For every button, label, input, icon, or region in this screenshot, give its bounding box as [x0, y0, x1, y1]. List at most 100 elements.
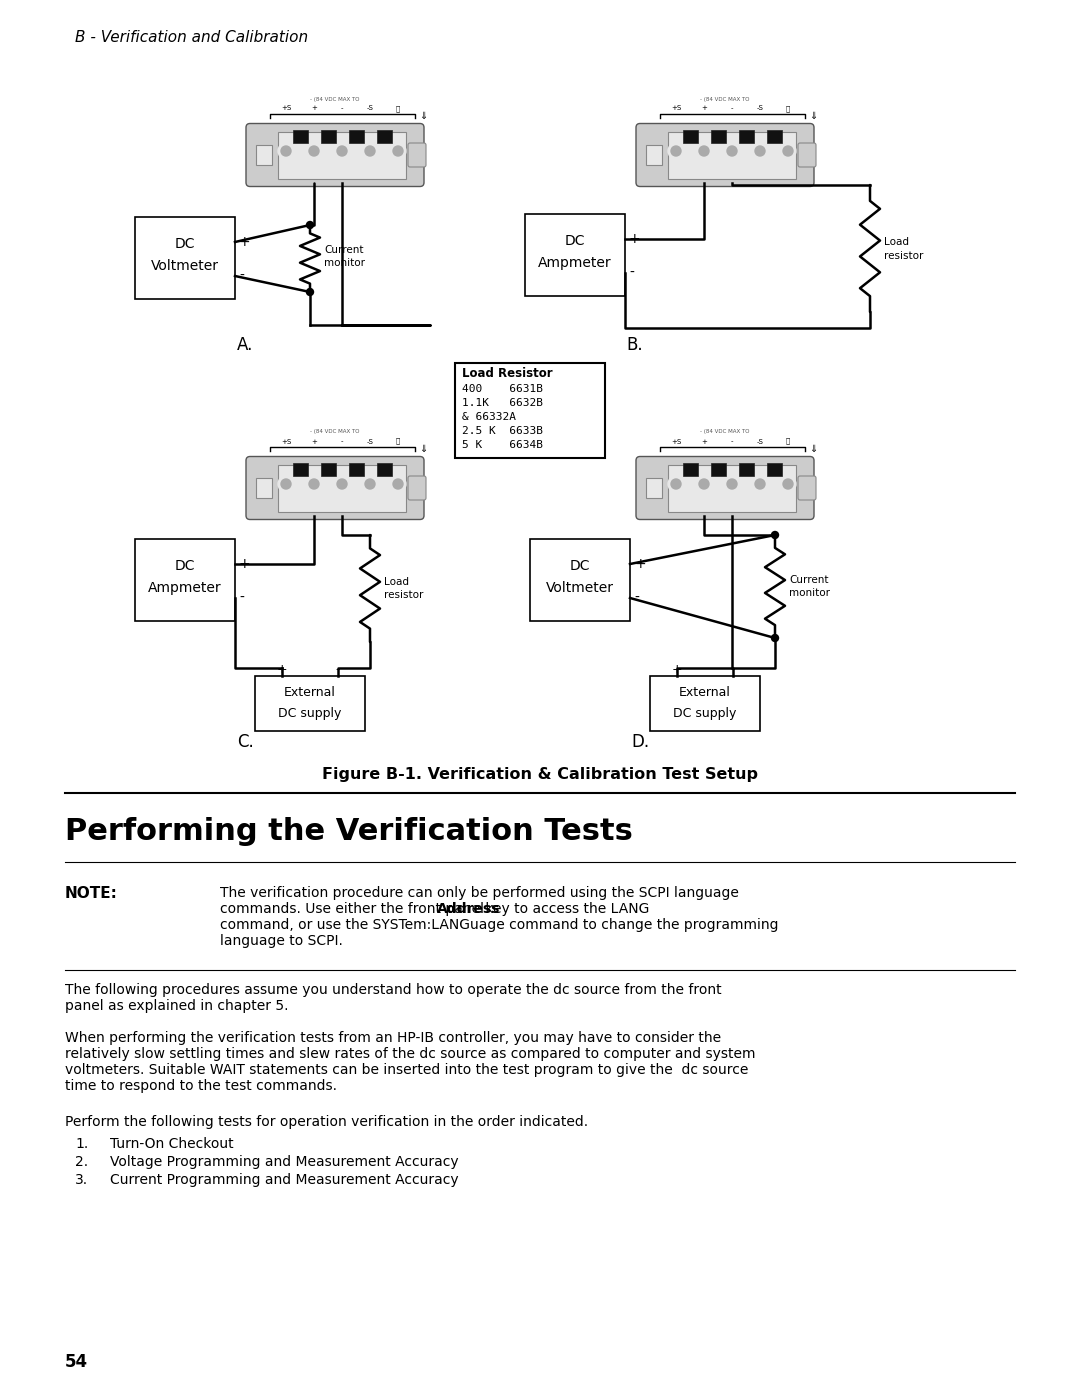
Circle shape: [783, 147, 793, 156]
Bar: [255, 676, 365, 731]
Circle shape: [727, 147, 737, 156]
Text: +S: +S: [281, 106, 292, 112]
Text: time to respond to the test commands.: time to respond to the test commands.: [65, 1078, 337, 1092]
Text: - (84 VDC MAX TO: - (84 VDC MAX TO: [700, 96, 750, 102]
Circle shape: [780, 142, 796, 159]
Text: DC supply: DC supply: [279, 707, 341, 719]
Bar: [293, 130, 308, 142]
Circle shape: [671, 479, 681, 489]
Text: D.: D.: [631, 733, 649, 752]
Text: ⇓: ⇓: [419, 110, 427, 120]
Circle shape: [281, 479, 291, 489]
Circle shape: [696, 476, 712, 492]
Bar: [293, 462, 308, 475]
Text: C.: C.: [237, 733, 254, 752]
Text: DC: DC: [565, 235, 585, 249]
Text: Figure B-1. Verification & Calibration Test Setup: Figure B-1. Verification & Calibration T…: [322, 767, 758, 782]
Bar: [646, 478, 662, 497]
Text: +: +: [701, 439, 707, 444]
Circle shape: [309, 147, 319, 156]
Text: panel as explained in chapter 5.: panel as explained in chapter 5.: [65, 999, 288, 1013]
Circle shape: [752, 476, 768, 492]
Bar: [646, 145, 662, 165]
Text: -: -: [341, 106, 343, 112]
Text: Voltage Programming and Measurement Accuracy: Voltage Programming and Measurement Accu…: [110, 1155, 459, 1169]
Text: When performing the verification tests from an HP-IB controller, you may have to: When performing the verification tests f…: [65, 1031, 721, 1045]
Text: ⇓: ⇓: [419, 443, 427, 454]
Bar: [377, 462, 391, 475]
Bar: [349, 130, 364, 142]
FancyBboxPatch shape: [636, 123, 814, 187]
FancyBboxPatch shape: [798, 142, 816, 168]
Circle shape: [337, 479, 347, 489]
Text: DC: DC: [570, 559, 591, 573]
Text: -: -: [336, 664, 340, 676]
Circle shape: [699, 147, 708, 156]
Text: 3.: 3.: [75, 1173, 89, 1187]
Bar: [669, 131, 796, 179]
Circle shape: [365, 479, 375, 489]
Text: -S: -S: [366, 439, 374, 444]
Text: 2.: 2.: [75, 1155, 89, 1169]
Bar: [256, 145, 272, 165]
Text: ⏚: ⏚: [396, 437, 400, 444]
Circle shape: [309, 479, 319, 489]
Text: - (84 VDC MAX TO: - (84 VDC MAX TO: [310, 96, 360, 102]
Circle shape: [393, 147, 403, 156]
Circle shape: [727, 479, 737, 489]
Text: The following procedures assume you understand how to operate the dc source from: The following procedures assume you unde…: [65, 983, 721, 997]
FancyBboxPatch shape: [246, 123, 424, 187]
Text: Current: Current: [789, 576, 828, 585]
Bar: [321, 130, 336, 142]
Bar: [377, 130, 391, 142]
Circle shape: [337, 147, 347, 156]
Text: resistor: resistor: [885, 251, 923, 261]
Text: +: +: [634, 557, 646, 571]
Text: +: +: [276, 664, 287, 676]
Circle shape: [780, 476, 796, 492]
Text: ⇓: ⇓: [809, 110, 818, 120]
Text: key to access the LANG: key to access the LANG: [481, 902, 649, 916]
Text: 1.1K   6632B: 1.1K 6632B: [462, 398, 543, 408]
Bar: [683, 130, 698, 142]
Circle shape: [334, 142, 350, 159]
Bar: [525, 214, 625, 296]
Text: -: -: [634, 591, 639, 605]
Text: ⏚: ⏚: [786, 105, 791, 112]
Bar: [278, 464, 406, 511]
Text: relatively slow settling times and slew rates of the dc source as compared to co: relatively slow settling times and slew …: [65, 1046, 756, 1060]
Circle shape: [390, 476, 406, 492]
Text: -: -: [239, 270, 244, 284]
Circle shape: [771, 531, 779, 538]
Text: resistor: resistor: [384, 590, 423, 599]
Text: Ampmeter: Ampmeter: [148, 581, 221, 595]
FancyBboxPatch shape: [798, 476, 816, 500]
Text: +S: +S: [671, 106, 681, 112]
Bar: [739, 130, 754, 142]
FancyBboxPatch shape: [246, 457, 424, 520]
Circle shape: [278, 142, 294, 159]
Bar: [321, 462, 336, 475]
Text: The verification procedure can only be performed using the SCPI language: The verification procedure can only be p…: [220, 886, 739, 900]
Bar: [278, 131, 406, 179]
Text: +: +: [311, 439, 316, 444]
Text: +: +: [311, 106, 316, 112]
Text: 2.5 K  6633B: 2.5 K 6633B: [462, 426, 543, 436]
Circle shape: [669, 142, 684, 159]
Text: command, or use the SYSTem:LANGuage command to change the programming: command, or use the SYSTem:LANGuage comm…: [220, 918, 779, 932]
Bar: [683, 462, 698, 475]
Bar: [349, 462, 364, 475]
Circle shape: [307, 289, 313, 296]
Bar: [530, 539, 630, 622]
Text: voltmeters. Suitable WAIT statements can be inserted into the test program to gi: voltmeters. Suitable WAIT statements can…: [65, 1063, 748, 1077]
Text: A.: A.: [237, 337, 253, 353]
Text: monitor: monitor: [324, 258, 365, 268]
Text: 400    6631B: 400 6631B: [462, 384, 543, 394]
Text: +S: +S: [281, 439, 292, 444]
Text: Perform the following tests for operation verification in the order indicated.: Perform the following tests for operatio…: [65, 1115, 589, 1129]
Bar: [767, 130, 782, 142]
Bar: [135, 217, 235, 299]
Circle shape: [696, 142, 712, 159]
Circle shape: [393, 479, 403, 489]
Bar: [135, 539, 235, 622]
